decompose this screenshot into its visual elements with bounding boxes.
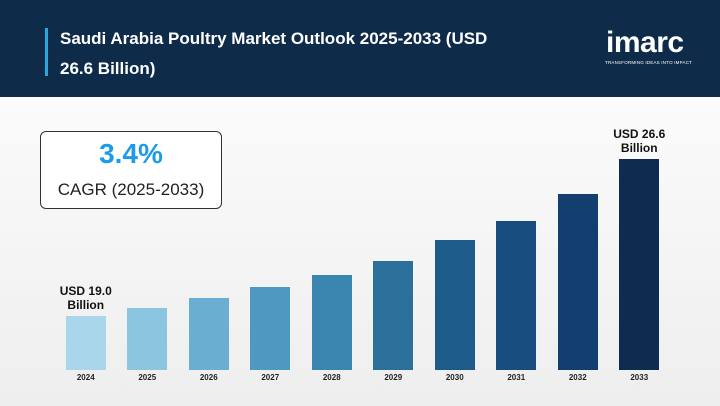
x-tick-label: 2029 <box>384 373 403 382</box>
x-tick-label: 2031 <box>507 373 526 382</box>
logo-tagline: TRANSFORMING IDEAS INTO IMPACT <box>605 60 693 65</box>
bar <box>496 221 537 370</box>
bar <box>557 194 598 370</box>
data-label: USD 19.0 Billion <box>59 284 112 313</box>
bar <box>188 297 229 370</box>
bar <box>619 159 660 370</box>
header: Saudi Arabia Poultry Market Outlook 2025… <box>0 0 720 97</box>
bar <box>311 275 352 370</box>
x-tick-label: 2025 <box>138 373 157 382</box>
chart-title: Saudi Arabia Poultry Market Outlook 2025… <box>60 29 488 78</box>
x-tick-label: 2032 <box>568 373 587 382</box>
logo: imarc <box>606 26 684 59</box>
x-tick-label: 2030 <box>445 373 464 382</box>
x-tick-label: 2028 <box>322 373 341 382</box>
bar <box>373 260 414 370</box>
data-label: USD 26.6 Billion <box>613 127 666 156</box>
bar <box>65 316 106 370</box>
x-tick-label: 2033 <box>630 373 649 382</box>
bar <box>127 308 168 370</box>
x-tick-label: 2027 <box>261 373 280 382</box>
cagr-value: 3.4% <box>99 138 163 169</box>
accent-line <box>45 28 48 76</box>
cagr-label: CAGR (2025-2033) <box>57 180 205 199</box>
x-tick-label: 2024 <box>76 373 95 382</box>
cagr-box: 3.4% CAGR (2025-2033) <box>40 131 222 209</box>
bar <box>434 239 475 370</box>
x-tick-label: 2026 <box>199 373 218 382</box>
bar <box>250 287 291 370</box>
